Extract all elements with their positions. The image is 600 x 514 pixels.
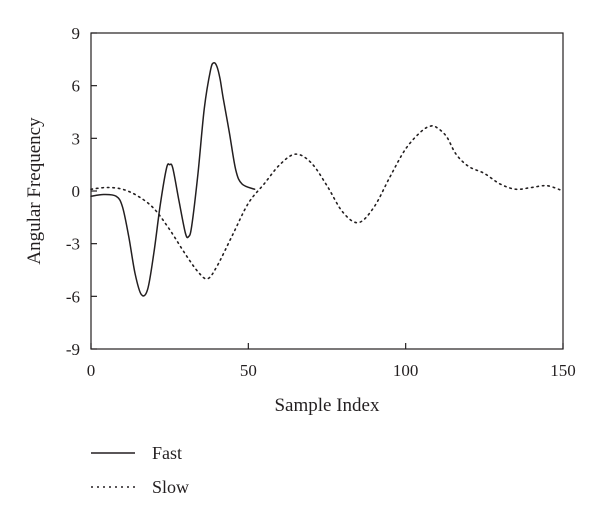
- x-tick-label: 150: [550, 361, 576, 380]
- legend-label-fast: Fast: [152, 443, 182, 463]
- y-tick-label: 0: [72, 182, 81, 201]
- y-tick-label: -9: [66, 340, 80, 359]
- series-line-slow: [90, 125, 564, 280]
- legend-label-slow: Slow: [152, 477, 189, 497]
- y-tick-label: 3: [72, 129, 81, 148]
- y-tick-label: -3: [66, 235, 80, 254]
- y-tick-label: -6: [66, 287, 80, 306]
- x-axis-title: Sample Index: [274, 395, 380, 416]
- series-line-fast: [90, 61, 256, 297]
- x-tick-label: 100: [393, 361, 419, 380]
- x-axis-ticks: 0 50 100 150: [87, 343, 576, 380]
- y-axis-ticks: 9 6 3 0 -3 -6 -9: [66, 24, 97, 359]
- x-tick-label: 0: [87, 361, 96, 380]
- series-layer: [90, 61, 564, 297]
- legend: Fast Slow: [91, 443, 189, 497]
- y-tick-label: 9: [72, 24, 81, 43]
- y-tick-label: 6: [72, 77, 81, 96]
- x-tick-label: 50: [240, 361, 257, 380]
- y-axis-title: Angular Frequency: [24, 117, 45, 265]
